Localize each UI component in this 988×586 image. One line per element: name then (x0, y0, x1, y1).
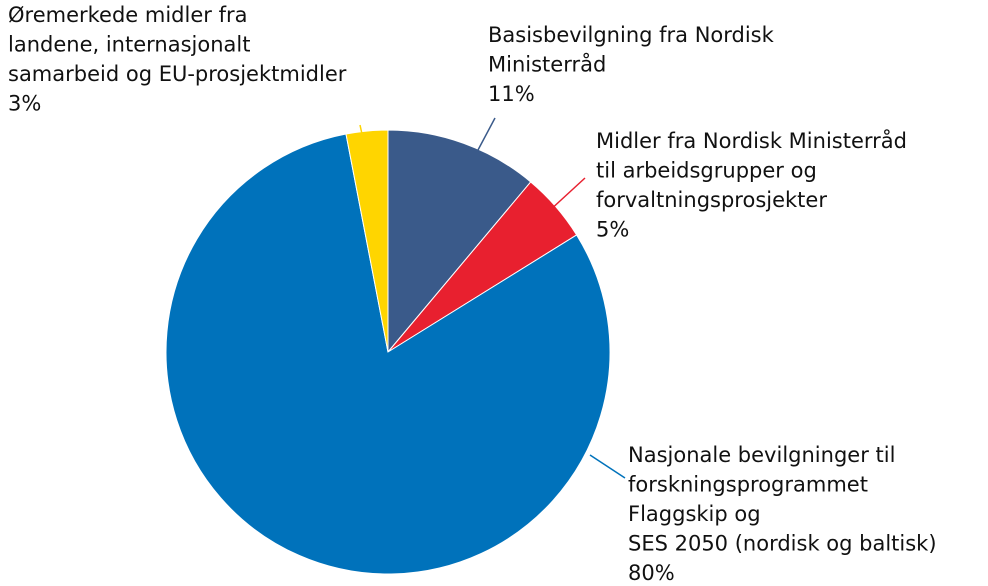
slice-label: Nasjonale bevilgninger til forskningsprog… (628, 443, 937, 585)
pie-slice (165, 133, 611, 575)
pie-slice (387, 129, 532, 354)
slice-label: Midler fra Nordisk Ministerråd til arbeid… (596, 128, 907, 242)
label-line: Ministerråd (488, 52, 606, 77)
value-label: 3% (8, 92, 41, 116)
slice-label: Øremerkede midler fra landene, internasjo… (8, 3, 347, 116)
label-line: forskningsprogrammet (628, 473, 868, 497)
value-label: 5% (596, 218, 629, 242)
leader-line (477, 117, 496, 151)
leader-line (589, 454, 626, 479)
leader-line (547, 177, 586, 213)
label-line: landene, internasjonalt (8, 33, 250, 57)
label-line: SES 2050 (nordisk og baltisk) (628, 532, 937, 556)
label-line: Øremerkede midler fra (8, 3, 247, 27)
slice-label: Basisbevilgning fra Nordisk Ministerråd 11… (488, 23, 775, 106)
pie-slice (345, 129, 389, 353)
value-label: 11% (488, 82, 535, 106)
label-line: Basisbevilgning fra Nordisk (488, 23, 775, 47)
label-line: Nasjonale bevilgninger til (628, 443, 895, 467)
label-line: samarbeid og EU-prosjektmidler (8, 62, 347, 86)
label-line: Flaggskip og (628, 502, 761, 526)
leader-line (359, 124, 363, 135)
label-line: Midler fra Nordisk Ministerråd (596, 128, 907, 153)
value-label: 80% (628, 561, 675, 585)
label-line: forvaltningsprosjekter (596, 188, 827, 212)
label-line: til arbeidsgrupper og (596, 159, 817, 183)
